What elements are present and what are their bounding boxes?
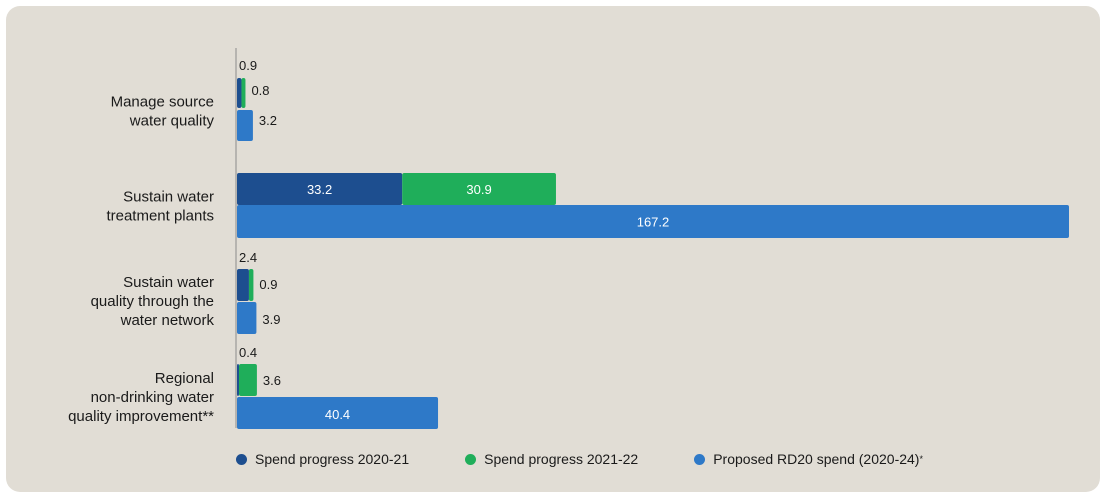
value-label-proposed-rd20: 3.2: [259, 113, 277, 128]
bar-2021-22: [402, 173, 556, 205]
bar-proposed-rd20: [237, 302, 257, 334]
bar-proposed-rd20: [237, 110, 253, 141]
category-label: Sustain water: [123, 189, 214, 206]
value-label-2021-22: 0.9: [259, 277, 277, 292]
bar-2021-22: [248, 269, 254, 301]
category-label: Sustain water: [123, 274, 214, 291]
category-label: Regional: [155, 370, 214, 387]
chart-legend: Spend progress 2020-21 Spend progress 20…: [236, 451, 979, 467]
legend-footnote-mark: *: [919, 454, 923, 464]
bar-2021-22: [241, 78, 246, 108]
chart-panel: [6, 6, 1100, 492]
category-label: treatment plants: [106, 208, 214, 225]
value-label-proposed-rd20: 3.9: [262, 312, 280, 327]
value-label-2020-21: 2.4: [239, 250, 257, 265]
legend-label-2020-21: Spend progress 2020-21: [255, 451, 410, 467]
value-label-proposed-rd20: 40.4: [325, 407, 350, 422]
bar-proposed-rd20: [237, 205, 1069, 238]
bar-2020-21: [237, 173, 403, 205]
value-label-2020-21: 33.2: [307, 182, 332, 197]
bar-proposed-rd20: [237, 397, 439, 429]
legend-swatch-2021-22: [465, 453, 477, 465]
bar-2020-21: [237, 78, 242, 108]
legend-item-rd20: Proposed RD20 spend (2020-24) *: [694, 451, 923, 467]
legend-label-rd20: Proposed RD20 spend (2020-24): [713, 451, 920, 467]
legend-item-2020-21: Spend progress 2020-21: [236, 451, 409, 467]
value-label-proposed-rd20: 167.2: [637, 215, 670, 230]
category-label: non-drinking water: [91, 389, 214, 406]
bar-2020-21: [237, 269, 249, 301]
bar-2021-22: [238, 364, 257, 396]
legend-label-2021-22: Spend progress 2021-22: [484, 451, 639, 467]
legend-item-2021-22: Spend progress 2021-22: [465, 451, 638, 467]
value-label-2021-22: 0.8: [251, 83, 269, 98]
category-label: quality through the: [91, 293, 214, 310]
legend-swatch-2020-21: [236, 453, 247, 465]
category-label: Manage source: [111, 94, 214, 111]
legend-swatch-rd20: [694, 453, 706, 465]
category-label: water quality: [129, 113, 215, 130]
category-label: water network: [120, 312, 215, 329]
value-label-2020-21: 0.9: [239, 58, 257, 73]
category-label: quality improvement**: [68, 408, 214, 425]
bar-2020-21: [237, 364, 239, 396]
value-label-2020-21: 0.4: [239, 345, 257, 360]
value-label-2021-22: 3.6: [263, 373, 281, 388]
value-label-2021-22: 30.9: [466, 182, 491, 197]
